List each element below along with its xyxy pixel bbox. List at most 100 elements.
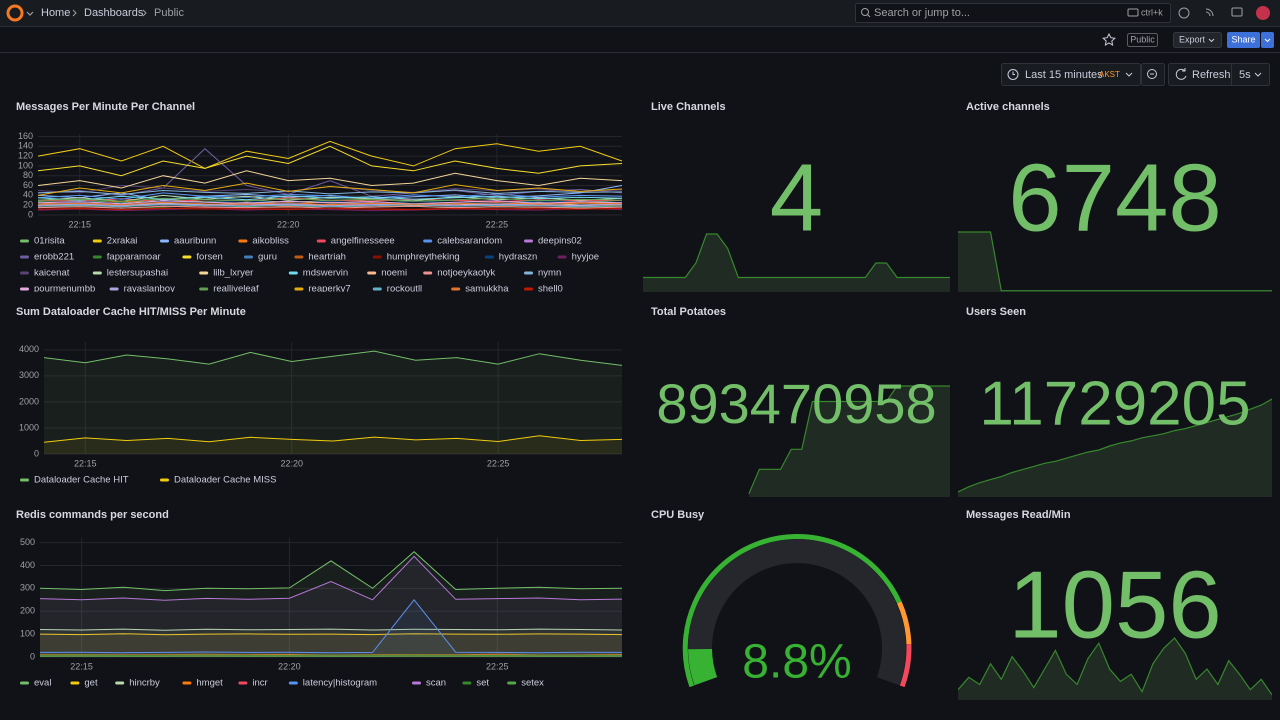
logo[interactable] [6, 4, 24, 22]
export-button[interactable] [1173, 32, 1222, 48]
legend-label: get [84, 678, 98, 689]
sparkline [958, 637, 1272, 696]
zoom-icon [1147, 69, 1157, 79]
legend-label: eval [34, 678, 51, 689]
panel-background [8, 300, 635, 497]
legend-label: noemi [381, 268, 407, 279]
y-tick-label: 400 [20, 560, 35, 570]
refresh-picker[interactable] [1168, 63, 1270, 86]
sparkline-area [958, 232, 1272, 292]
legend-swatch [92, 255, 102, 259]
sparkline [958, 398, 1272, 493]
x-tick-label: 22:25 [486, 661, 509, 671]
y-tick-label: 1000 [19, 422, 39, 432]
legend-swatch [372, 255, 382, 259]
series-line [37, 204, 623, 208]
legend-swatch [367, 271, 377, 275]
panel-title: Total Potatoes [651, 306, 726, 318]
public-label: Public [1130, 34, 1155, 44]
x-tick-label: 22:15 [70, 661, 93, 671]
series-area [44, 351, 622, 454]
panel-background [643, 300, 950, 497]
series-line [37, 195, 623, 201]
refresh-interval[interactable]: 5s [1239, 69, 1251, 81]
legend-swatch [462, 681, 472, 685]
panel-title: Users Seen [966, 306, 1026, 318]
series-line [37, 208, 623, 212]
panel-background [643, 95, 950, 292]
panel: CPU Busy 8.8% [643, 503, 950, 700]
series-line [37, 200, 623, 205]
legend-label: reaperky7 [308, 284, 350, 295]
legend-swatch [288, 271, 298, 275]
legend-swatch [484, 255, 494, 259]
series-line [37, 201, 623, 206]
y-tick-label: 2000 [19, 396, 39, 406]
y-tick-label: 120 [18, 150, 33, 160]
y-tick-label: 0 [30, 651, 35, 661]
sparkline [958, 231, 1272, 292]
timezone: AKST [1099, 70, 1120, 79]
logo-caret [26, 11, 34, 16]
y-tick-label: 0 [34, 448, 39, 458]
legend-swatch [238, 681, 248, 685]
share-menu[interactable] [1261, 32, 1274, 48]
share-label: Share [1231, 34, 1255, 44]
legend-label: Dataloader Cache MISS [174, 475, 276, 486]
series-line [37, 197, 623, 202]
caret [1125, 72, 1133, 77]
legend-swatch [20, 271, 29, 275]
y-tick-label: 200 [20, 606, 35, 616]
legend-label: pourmenumbb [34, 284, 95, 295]
threshold-band [682, 534, 902, 688]
y-tick-label: 40 [23, 190, 33, 200]
legend-swatch [524, 287, 533, 291]
clock-icon [1012, 71, 1015, 75]
x-tick-label: 22:25 [487, 458, 510, 468]
legend-swatch [109, 287, 119, 291]
caret [1254, 72, 1262, 77]
legend-swatch [294, 255, 304, 259]
panel-background [8, 503, 635, 700]
legend-label: aauribunn [174, 236, 216, 247]
avatar[interactable] [1256, 6, 1270, 20]
profile-icon[interactable] [1231, 7, 1243, 17]
legend-swatch [160, 239, 169, 243]
legend-label: guru [258, 252, 277, 263]
y-tick-label: 3000 [19, 370, 39, 380]
search-box[interactable] [855, 3, 1171, 23]
legend-swatch [294, 287, 304, 291]
news-icon[interactable] [1205, 8, 1214, 17]
caret [1208, 38, 1215, 43]
breadcrumb[interactable]: Home [41, 7, 70, 19]
legend-label: lilb_lxryer [213, 268, 253, 279]
export-label: Export [1179, 34, 1206, 44]
y-tick-label: 140 [18, 141, 33, 151]
search-icon [861, 8, 869, 16]
legend-swatch [182, 255, 192, 259]
legend-label: forsen [196, 252, 222, 263]
refresh-icon [1175, 68, 1187, 80]
time-picker[interactable] [1001, 63, 1141, 86]
panel-title: Live Channels [651, 101, 726, 113]
help-icon[interactable] [1178, 7, 1190, 19]
legend-label: angelfinesseee [331, 236, 395, 247]
panel: Active channels 6748 [958, 95, 1272, 292]
y-tick-label: 100 [20, 628, 35, 638]
legend-label: fapparamoar [107, 252, 161, 263]
sparkline-area [958, 399, 1272, 497]
series-line [37, 140, 623, 169]
keyboard-icon [1127, 8, 1139, 17]
time-range: Last 15 minutes [1025, 69, 1103, 81]
share-button[interactable] [1227, 32, 1260, 48]
x-tick-label: 22:20 [280, 458, 303, 468]
star-icon[interactable] [1102, 32, 1116, 46]
panel-title: Active channels [966, 101, 1050, 113]
breadcrumb[interactable]: Dashboards [84, 7, 144, 19]
y-tick-label: 80 [23, 170, 33, 180]
gauge-label: 8.8% [742, 636, 851, 689]
series-line [43, 350, 623, 366]
y-tick-label: 100 [18, 160, 33, 170]
